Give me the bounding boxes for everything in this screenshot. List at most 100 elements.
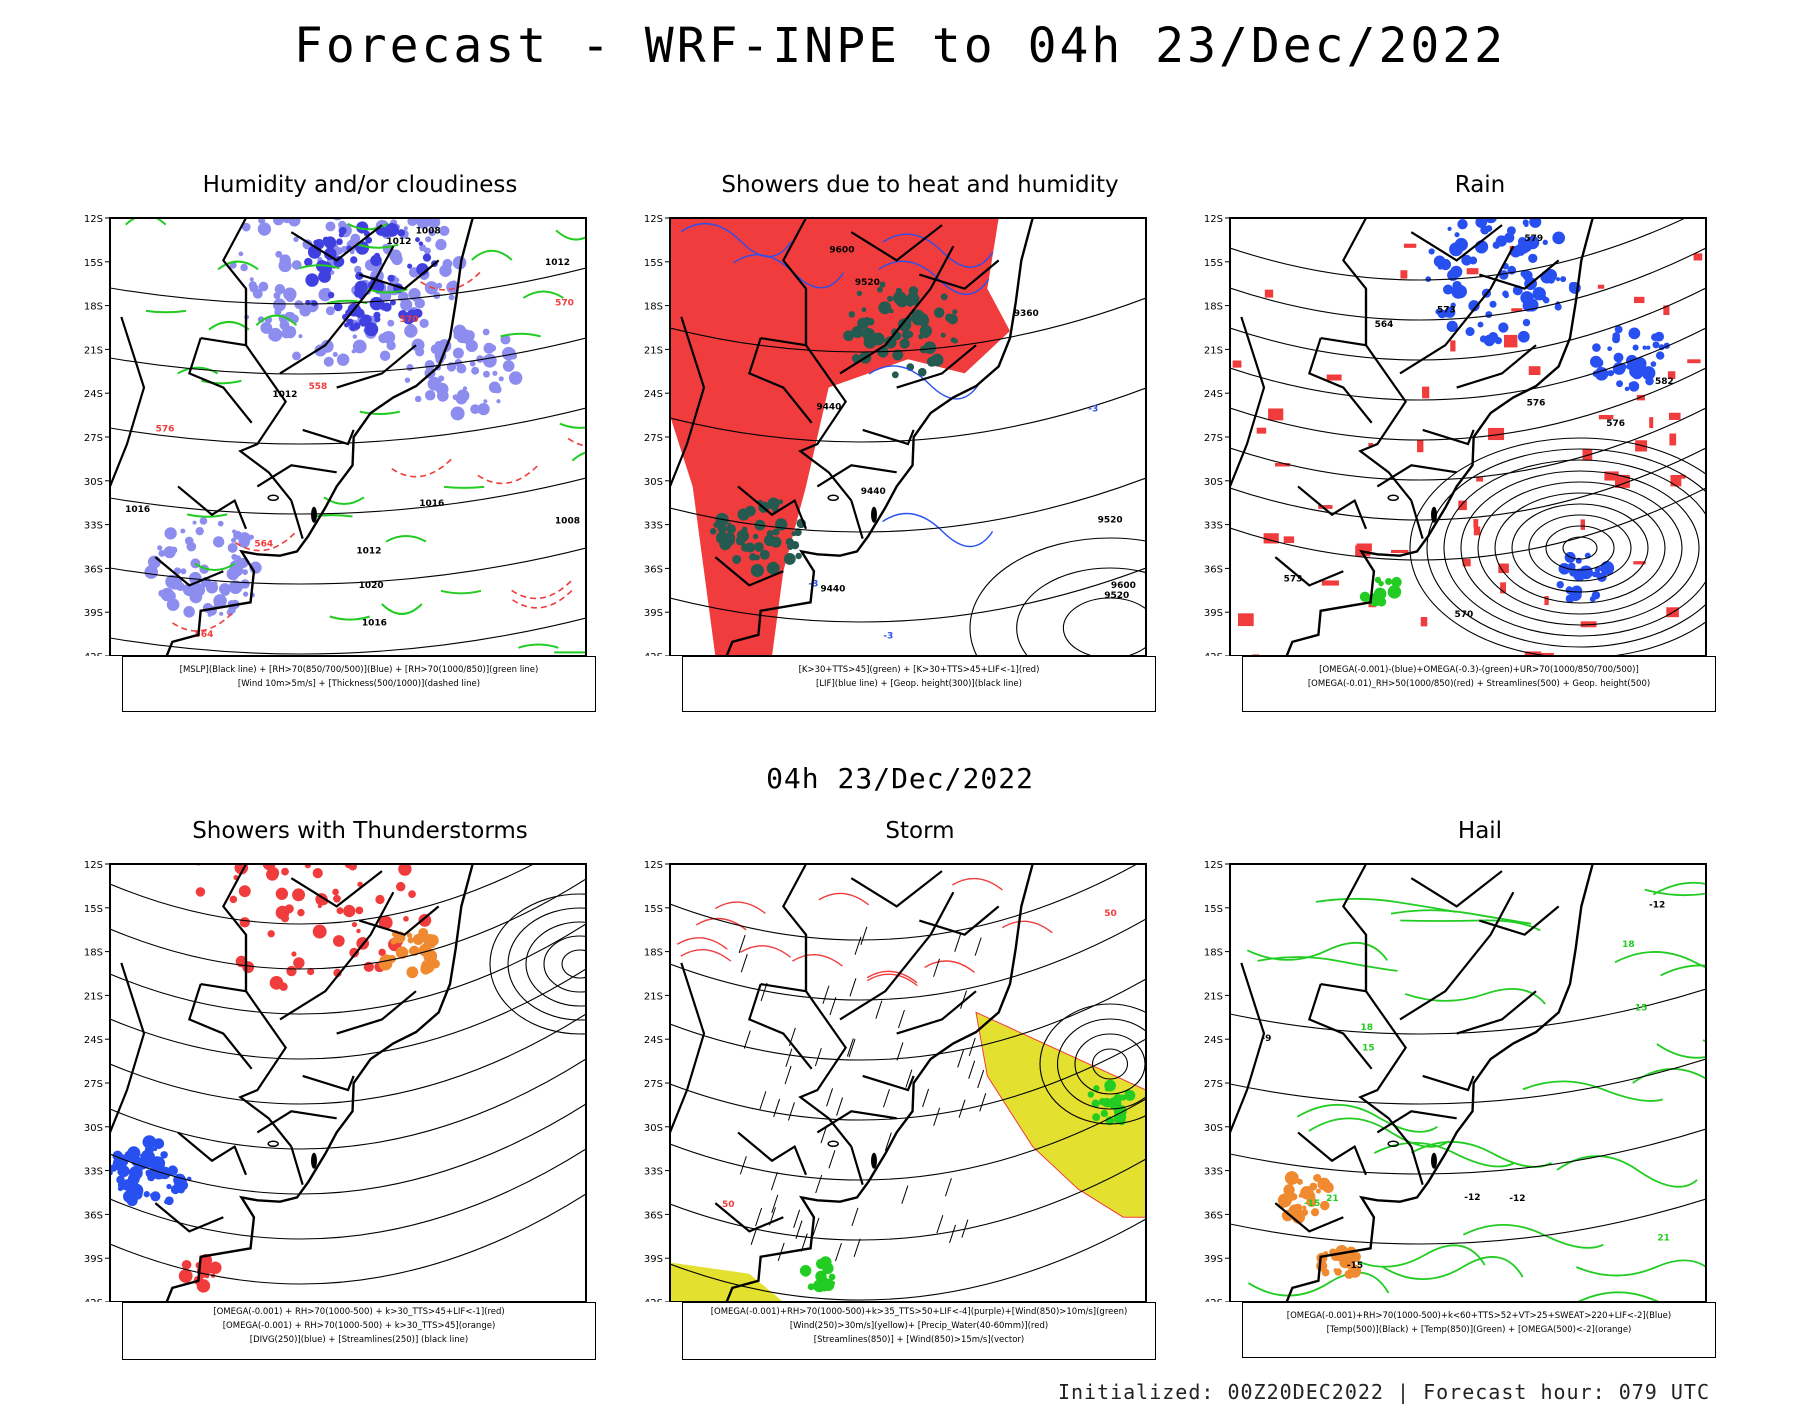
rain-red-cell	[1233, 361, 1242, 368]
green-instability-area	[784, 553, 796, 565]
wind-vector	[835, 1243, 841, 1261]
rh-area	[268, 328, 282, 342]
green-instability-area	[879, 282, 885, 288]
rh-area	[324, 357, 334, 367]
red-storm-area	[204, 1263, 215, 1274]
red-storm-area	[318, 904, 322, 908]
border-line	[851, 871, 942, 906]
rh-area	[249, 284, 258, 293]
rh-green-contour	[501, 334, 541, 337]
contour-label: 1008	[416, 226, 441, 236]
lagoon-shape	[311, 1153, 317, 1169]
lat-tick-label: 30S	[1204, 477, 1223, 488]
streamline-250	[110, 969, 586, 1059]
red-storm-area	[285, 904, 294, 913]
rain-blue-area	[1480, 226, 1489, 235]
contour-label: 18	[1361, 1023, 1374, 1033]
rain-red-cell	[1669, 433, 1676, 445]
border-line	[303, 1076, 354, 1090]
rain-blue-area	[1434, 256, 1446, 268]
rain-blue-area	[1485, 311, 1492, 318]
contour-label: 1012	[545, 258, 570, 268]
wind-green-area	[1088, 1091, 1094, 1097]
thickness-dashed	[512, 580, 572, 598]
lagoon-shape	[871, 1153, 877, 1169]
lat-tick-label: 21S	[84, 345, 103, 356]
red-storm-area	[240, 917, 250, 927]
divergence-blue-area	[127, 1146, 140, 1159]
rh-deep-area	[311, 249, 320, 258]
rain-red-cell	[1544, 596, 1548, 605]
thickness-dashed	[173, 613, 233, 631]
lat-tick-label: 24S	[84, 389, 103, 400]
contour-label: 1012	[386, 237, 411, 247]
wind-vector	[934, 1108, 940, 1126]
contour-label: 18	[1622, 940, 1635, 950]
rain-red-cell	[1327, 375, 1342, 381]
rain-blue-area	[1656, 351, 1664, 359]
rain-blue-area	[1592, 343, 1601, 352]
rain-blue-area	[1466, 327, 1475, 336]
rain-blue-area	[1653, 341, 1660, 348]
rain-red-cell	[1268, 408, 1283, 420]
rh-area	[425, 390, 436, 401]
legend-line: [OMEGA(-0.001)-(blue)+OMEGA(-0.3)-(green…	[1243, 663, 1715, 677]
lat-tick-label: 33S	[1204, 1167, 1223, 1178]
wind-green-area	[1114, 1117, 1120, 1123]
legend-line: [LIF](blue line) + [Geop. height(300)](b…	[683, 677, 1155, 691]
rain-blue-area	[1498, 322, 1508, 332]
rh-green-contour	[313, 515, 353, 516]
thickness-dashed	[513, 590, 573, 608]
rain-red-cell	[1670, 475, 1681, 486]
lat-tick-label: 24S	[1204, 389, 1223, 400]
streamline	[1461, 471, 1699, 625]
green-instability-area	[792, 531, 797, 536]
divergence-blue-area	[150, 1191, 160, 1201]
border-line	[155, 1203, 223, 1231]
green-instability-area	[887, 296, 893, 302]
red-storm-area	[281, 868, 289, 876]
rain-blue-area	[1594, 571, 1601, 578]
rh-area	[492, 371, 497, 376]
lat-tick-label: 42S	[84, 652, 103, 656]
legend-thunderstorms: [OMEGA(-0.001) + RH>70(1000-500) + k>30_…	[122, 1302, 596, 1360]
rain-blue-area	[1557, 581, 1564, 588]
border-line	[1377, 465, 1456, 486]
rain-red-cell	[1417, 440, 1423, 453]
rain-green-area	[1375, 577, 1381, 583]
mslp-isobar	[110, 478, 586, 514]
red-storm-area	[403, 916, 409, 922]
lake-shape	[828, 1141, 838, 1146]
rh-deep-area	[373, 312, 380, 319]
rain-blue-area	[1628, 328, 1640, 340]
rain-green-area	[1377, 597, 1386, 606]
map-thunderstorms: 12S15S18S21S24S27S30S33S36S39S42S70W65W6…	[80, 854, 640, 1302]
rain-red-cell	[1284, 536, 1294, 543]
lagoon-shape	[1431, 507, 1437, 523]
rh-area	[200, 517, 208, 525]
legend-line: [MSLP](Black line) + [RH>70(850/700/500)…	[123, 663, 595, 677]
wind-vector	[950, 1225, 956, 1243]
thickness-label: 570	[400, 315, 419, 325]
rain-red-cell	[1529, 366, 1541, 375]
rain-blue-area	[1600, 561, 1614, 575]
rain-blue-area	[1612, 335, 1620, 343]
temp850-contour	[1657, 1032, 1760, 1057]
precip-water-contour	[741, 946, 791, 957]
thickness-dashed	[392, 459, 452, 477]
border-line	[1457, 345, 1536, 387]
rain-blue-area	[1571, 586, 1582, 597]
streamline	[1230, 448, 1706, 520]
border-line	[670, 963, 704, 1133]
lat-tick-label: 39S	[84, 608, 103, 619]
green-instability-area	[912, 313, 925, 326]
precip-water-contour	[715, 902, 765, 913]
contour-label: 15	[1362, 1043, 1375, 1053]
temp850-contour	[1703, 1035, 1760, 1050]
rh-area	[148, 556, 161, 569]
green-instability-area	[742, 526, 748, 532]
lat-tick-label: 33S	[84, 1167, 103, 1178]
rh-deep-area	[415, 237, 420, 242]
